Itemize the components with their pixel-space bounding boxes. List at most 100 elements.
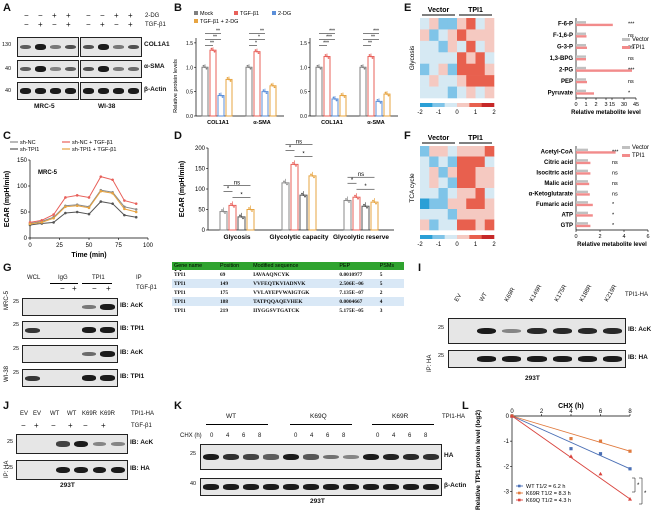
b0-dot-0-0-2 (205, 67, 208, 70)
b1-sig-1-0: ** (368, 40, 372, 46)
k-ib-1: β-Actin (444, 482, 467, 489)
e-met-2: G-3-P (557, 45, 573, 51)
c-point-2-9 (134, 202, 138, 205)
f-bar-4-0 (576, 190, 588, 194)
k-blot-actin-band-6 (323, 484, 339, 490)
k-blot-actin-band-11 (423, 484, 439, 490)
f-xlabel: Relative metabolite level (577, 242, 647, 248)
i-mw-1: 25 (438, 353, 445, 359)
b1-bar-1-2 (375, 100, 383, 117)
l-legend-mark-2 (518, 498, 521, 502)
e-cell-2-5 (466, 40, 476, 53)
g-sign-1: + (72, 284, 77, 293)
d-dot-2-0-0 (345, 198, 347, 200)
e-met-6: Pyruvate (548, 90, 574, 96)
f-bar-7-1 (576, 224, 591, 228)
e-legend-label-1: TPI1 (632, 45, 645, 51)
l-point-2-0 (510, 414, 514, 418)
g-blot-1-band-3 (81, 327, 96, 333)
b0-sig-0-0: ** (210, 40, 214, 46)
e-cell-4-4 (457, 63, 467, 76)
f-scale-swatch-2 (444, 235, 458, 239)
b0-ytick-label-2: 1.0 (186, 65, 193, 71)
d-dot-0-1-0 (230, 203, 232, 205)
e-side: Glycosis (409, 45, 416, 70)
f-cell-5-6 (475, 198, 486, 210)
b0-dot-0-2-1 (220, 94, 222, 97)
a-sign-2dg-5: − (100, 11, 105, 20)
k-blot-actin-band-8 (363, 484, 379, 490)
panel-label-j: J (3, 400, 10, 412)
k-blot-ha-band-3 (263, 454, 279, 460)
d-dot-0-2-1 (240, 215, 243, 218)
j-mw-1: 25 (7, 465, 14, 471)
th-psms: PSMs (377, 262, 404, 270)
b0-bar-0-1 (209, 49, 217, 117)
e-cell-5-1 (429, 75, 439, 87)
d-cat-0: Glycosis (223, 234, 250, 241)
e-cell-4-7 (484, 63, 495, 76)
d-dot-1-0-2 (286, 183, 288, 186)
a-blot-col1a1-mrc5-band-2 (49, 45, 62, 49)
b0-dot-1-0-1 (248, 66, 250, 69)
f-sig-7: * (612, 223, 615, 229)
e-bar-0-0 (576, 21, 586, 24)
k-time-3: 8 (258, 433, 262, 439)
f-cell-1-0 (420, 156, 430, 168)
panel-label-b: B (174, 2, 182, 14)
d-dot-1-2-2 (304, 195, 306, 198)
g-tpi1: TPI1 (92, 275, 105, 281)
d-dot-2-2-2 (366, 206, 368, 209)
g-blot-1-band-4 (100, 327, 115, 333)
g-cell-wi38: WI-38 (4, 365, 10, 382)
panel-label-e: E (404, 2, 412, 14)
k-blot-ha-band-10 (403, 453, 419, 461)
l-legend-mark-1 (518, 491, 521, 495)
d-bar-1-1 (290, 163, 299, 231)
a-blot-asma-mrc5-band-2 (49, 67, 62, 71)
e-bar-2-1 (576, 46, 587, 49)
d-dot-0-1-1 (231, 204, 234, 207)
table-cell-0-0: TPI1 (174, 271, 186, 278)
e-scale-label-4: 2 (492, 110, 496, 116)
k-blot-ha-band-11 (423, 453, 439, 461)
a-blot-actin-mrc5-band-0 (19, 88, 32, 94)
e-bar-0-1 (576, 23, 613, 27)
b1-sig-1-1: ** (371, 34, 375, 40)
d-dot-1-3-2 (313, 176, 315, 179)
k-blot-ha-band-1 (223, 453, 239, 461)
a-mw-1: 130 (2, 42, 12, 48)
table-cell-1-4: 5 (377, 279, 404, 288)
b0-bar-1-2 (261, 91, 269, 117)
d-dot-0-2-0 (239, 214, 241, 217)
f-cell-0-3 (447, 146, 458, 157)
b1-ytick-label-0: 0.0 (300, 114, 307, 120)
e-cell-3-6 (475, 52, 486, 65)
e-cell-2-6 (475, 40, 486, 53)
b0-dot-0-1-2 (213, 50, 216, 53)
c-point-3-7 (111, 191, 114, 195)
k-time-11: 8 (424, 433, 428, 439)
panel-label-k: K (174, 400, 182, 412)
i-blot-ha-band-2 (502, 356, 522, 362)
f-cell-4-0 (420, 188, 430, 199)
d-dot-1-1-2 (295, 165, 297, 167)
e-cell-3-5 (466, 52, 476, 65)
table-row: TPI1 175 VVLAYEPVWAIGTGK 7.135E−07 2 (172, 288, 404, 297)
a-blot-actin-wi38-band-3 (127, 88, 140, 94)
e-met-4: 2-PG (559, 67, 573, 73)
d-dot-2-1-1 (355, 196, 358, 199)
d-cat-1: Glycolytic capacity (270, 234, 329, 241)
j-blot-ack-band-5 (110, 441, 125, 447)
c-xtick-label-3: 75 (115, 243, 122, 249)
e-bar-5-1 (576, 80, 587, 84)
table-cell-2-3: 7.135E−07 (339, 289, 364, 296)
f-cell-6-7 (484, 209, 495, 220)
b-legend-label-2: 2-DG (278, 11, 291, 17)
f-met-1: Citric acid (544, 160, 573, 166)
l-xtick-label-2: 4 (569, 409, 573, 415)
b0-dot-0-0-1 (204, 66, 206, 69)
j-sign-1: + (34, 421, 39, 430)
e-scale-label-3: 1 (474, 110, 478, 116)
